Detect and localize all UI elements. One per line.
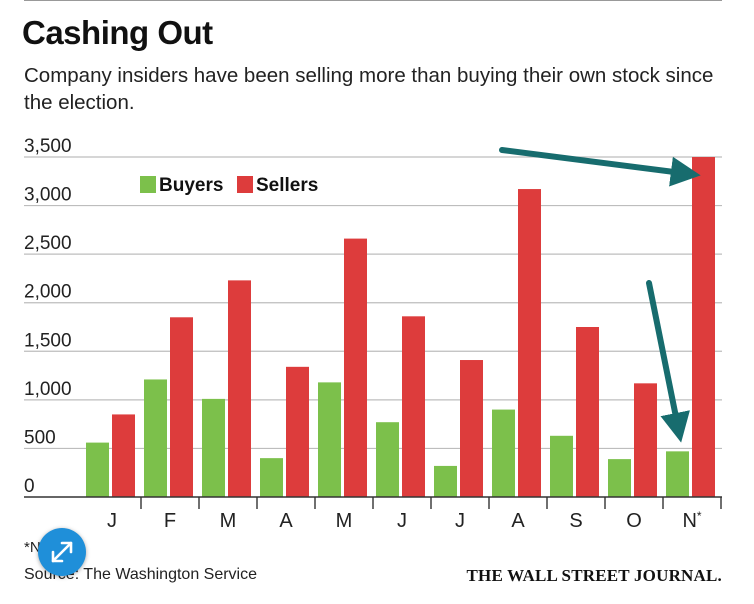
x-tick-label: M: [336, 510, 353, 532]
sellers-bar: [518, 189, 541, 498]
y-tick-label: 500: [24, 427, 56, 448]
x-tick-label: M: [220, 510, 237, 532]
sellers-bar: [576, 327, 599, 497]
sellers-legend-label: Sellers: [256, 175, 318, 196]
buyers-bar: [202, 398, 225, 497]
buyers-bar: [376, 422, 399, 497]
sellers-bar: [228, 280, 251, 497]
sellers-bar: [460, 360, 483, 497]
x-tick-label: J: [455, 510, 465, 532]
sellers-bar: [692, 157, 715, 497]
y-tick-label: 1,500: [24, 330, 72, 351]
x-tick-label: N*: [682, 509, 701, 532]
sellers-bar: [170, 317, 193, 497]
x-tick-label: S: [569, 510, 582, 532]
buyers-legend-swatch: [140, 176, 156, 193]
buyers-bar: [144, 379, 167, 497]
buyers-bar: [550, 435, 573, 497]
sellers-legend-swatch: [237, 176, 253, 193]
y-tick-label: 3,000: [24, 185, 72, 206]
expand-button[interactable]: [38, 528, 86, 576]
annotation-arrow-buyers: [646, 280, 690, 443]
sellers-bar: [402, 316, 425, 497]
publisher-logo: THE WALL STREET JOURNAL.: [466, 566, 722, 585]
x-tick-label: J: [397, 510, 407, 532]
top-rule: [24, 0, 722, 1]
buyers-bar: [666, 451, 689, 497]
annotation-arrow-sellers: [499, 147, 701, 187]
sellers-bar: [344, 238, 367, 497]
buyers-bar: [434, 465, 457, 497]
expand-icon: [51, 541, 73, 563]
sellers-bar: [634, 383, 657, 497]
y-tick-label: 0: [24, 476, 35, 497]
y-tick-label: 1,000: [24, 379, 72, 400]
y-tick-label: 2,000: [24, 282, 72, 303]
x-tick-label: A: [279, 510, 293, 532]
buyers-bar: [492, 409, 515, 497]
sellers-bar: [286, 366, 309, 497]
buyers-legend-label: Buyers: [159, 175, 223, 196]
sellers-bar: [112, 414, 135, 497]
buyers-bar: [260, 458, 283, 497]
x-tick-label: J: [107, 510, 117, 532]
y-tick-label: 3,500: [24, 136, 72, 157]
source-note: Source: The Washington Service: [24, 566, 258, 583]
y-tick-label: 2,500: [24, 233, 72, 254]
buyers-bar: [318, 382, 341, 497]
buyers-bar: [86, 442, 109, 497]
chart-subtitle: Company insiders have been selling more …: [24, 64, 714, 114]
buyers-bar: [608, 459, 631, 497]
x-tick-label: A: [511, 510, 525, 532]
x-tick-label: F: [164, 510, 176, 532]
chart-title: Cashing Out: [22, 14, 213, 51]
x-tick-label: O: [626, 510, 642, 532]
